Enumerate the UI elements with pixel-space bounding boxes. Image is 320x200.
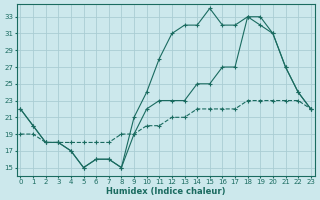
X-axis label: Humidex (Indice chaleur): Humidex (Indice chaleur): [106, 187, 225, 196]
